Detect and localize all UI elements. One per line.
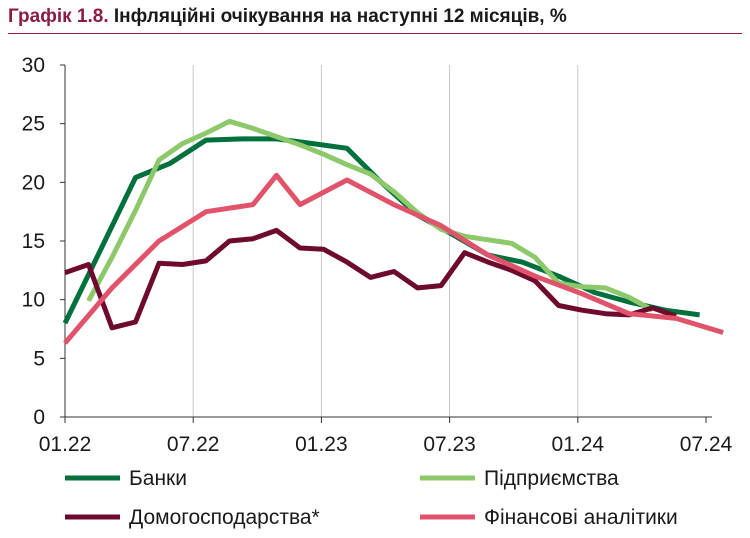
x-tick-label: 07.23 [423, 433, 476, 456]
series-lines [62, 118, 724, 345]
y-tick-label: 25 [22, 113, 45, 136]
y-tick-label: 30 [22, 54, 45, 77]
x-tick-label: 07.22 [167, 433, 220, 456]
x-tick-label: 01.22 [39, 433, 92, 456]
legend-label: Банки [129, 467, 187, 490]
legend-label: Домогосподарства* [129, 506, 320, 529]
series-line-3 [63, 172, 724, 345]
x-tick-label: 07.24 [680, 433, 733, 456]
y-tick-label: 10 [22, 289, 45, 312]
chart-title: Графік 1.8. Інфляційні очікування на нас… [8, 6, 567, 28]
x-tick-labels: 01.22 07.22 01.23 07.23 01.24 07.24 [39, 433, 733, 456]
legend: Банки Підприємства Домогосподарства* Фінанс… [65, 467, 678, 529]
y-tick-labels: 0 5 10 15 20 25 30 [22, 54, 45, 429]
series-line-0 [62, 136, 700, 325]
y-tick-label: 0 [33, 406, 45, 429]
legend-label: Підприємства [484, 467, 619, 490]
y-tick-label: 15 [22, 230, 45, 253]
chart-title-text: Інфляційні очікування на наступні 12 міс… [113, 6, 567, 27]
title-underline [8, 33, 742, 34]
axes [60, 64, 712, 423]
series-line-2 [64, 227, 677, 331]
grid-lines [192, 65, 579, 417]
y-tick-label: 5 [33, 347, 45, 370]
y-tick-label: 20 [22, 171, 45, 194]
legend-label: Фінансові аналітики [484, 506, 678, 529]
x-tick-label: 01.24 [552, 433, 605, 456]
chart-title-number: Графік 1.8. [8, 6, 109, 27]
x-tick-label: 01.23 [295, 433, 348, 456]
